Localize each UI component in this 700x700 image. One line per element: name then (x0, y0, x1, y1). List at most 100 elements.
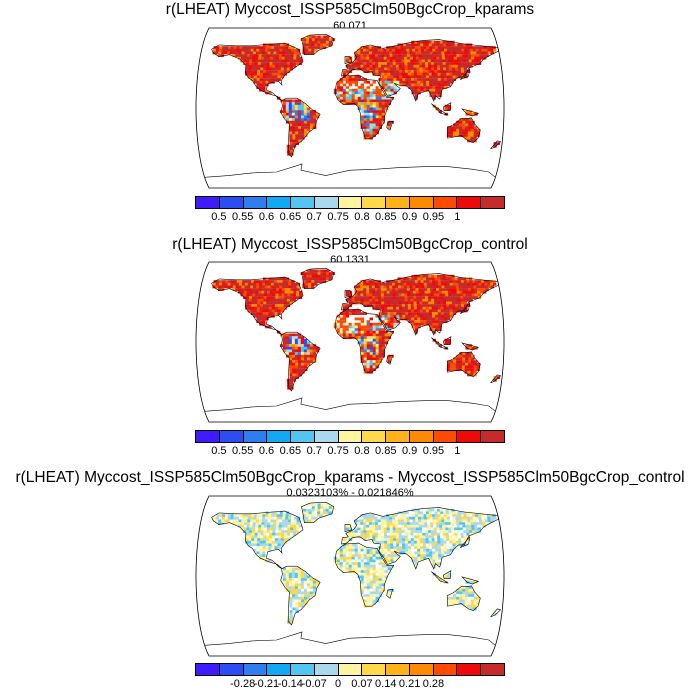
map-cell (413, 70, 418, 73)
map-cell (253, 312, 258, 315)
map-cell (452, 280, 456, 283)
map-cell (366, 54, 370, 57)
map-cell (451, 59, 455, 63)
map-cell (369, 88, 373, 92)
map-cell (259, 312, 263, 315)
map-cell (411, 554, 415, 557)
map-cell (442, 290, 446, 294)
map-cell (304, 596, 308, 600)
map-cell (381, 546, 385, 549)
map-cell (432, 572, 436, 576)
map-cell (253, 519, 257, 523)
map-cell (381, 535, 385, 539)
map-cell (366, 535, 370, 539)
map-cell (380, 288, 385, 291)
map-cell (393, 312, 397, 315)
map-cell (441, 320, 445, 323)
map-cell (259, 80, 263, 84)
map-cell (309, 118, 314, 121)
map-cell (437, 67, 441, 71)
map-cell (375, 306, 379, 310)
map-cell (455, 51, 460, 55)
map-cell (284, 54, 289, 57)
map-cell (471, 112, 475, 116)
map-cell (240, 290, 245, 294)
map-cell (336, 559, 341, 563)
map-cell (281, 56, 285, 60)
map-cell (387, 538, 391, 541)
map-cell (256, 86, 260, 89)
map-cell (345, 532, 350, 536)
map-cell (276, 519, 280, 523)
map-cell (348, 548, 353, 552)
map-cell (285, 567, 290, 571)
map-cell (285, 346, 290, 350)
map-cell (294, 349, 299, 353)
map-cell (446, 602, 451, 605)
map-cell (418, 522, 422, 525)
map-cell (418, 527, 423, 531)
map-cell (401, 304, 406, 307)
map-cell (288, 349, 293, 353)
map-cell (414, 96, 418, 100)
map-cell (387, 564, 391, 568)
map-cell (369, 126, 373, 129)
map-cell (292, 607, 296, 611)
map-cell (442, 62, 446, 65)
map-cell (245, 540, 249, 544)
map-cell (381, 107, 386, 111)
map-cell (300, 580, 305, 584)
map-cell (348, 551, 353, 555)
map-cell (464, 365, 469, 369)
map-cell (366, 532, 370, 536)
map-cell (292, 532, 297, 536)
map-cell (288, 115, 293, 119)
map-cell (417, 46, 422, 49)
map-cell (366, 320, 370, 323)
map-cell (458, 365, 463, 369)
map-cell (438, 556, 442, 560)
map-cell (372, 67, 376, 71)
map-cell (439, 64, 444, 68)
map-cell (278, 59, 282, 63)
map-cell (387, 567, 391, 571)
map-cell (289, 298, 294, 302)
map-cell (363, 333, 368, 337)
map-cell (290, 56, 294, 60)
map-cell (314, 35, 319, 39)
map-cell (266, 538, 270, 541)
map-cell (470, 285, 474, 289)
map-cell (254, 538, 258, 541)
map-cell (308, 274, 313, 278)
map-cell (383, 288, 387, 291)
map-cell (227, 51, 231, 55)
map-cell (378, 554, 382, 557)
map-cell (317, 272, 321, 275)
map-cell (363, 64, 367, 68)
map-cell (418, 48, 422, 52)
map-cell (456, 524, 461, 528)
map-cell (445, 298, 450, 302)
colorbar (195, 430, 505, 443)
map-cell (452, 70, 456, 73)
colorbar-tick-label: 0.75 (327, 211, 349, 223)
map-cell (253, 78, 258, 81)
map-cell (257, 64, 261, 68)
map-cell (386, 285, 390, 289)
map-cell (380, 519, 384, 523)
map-cell (253, 516, 257, 520)
map-cell (253, 314, 257, 318)
map-cell (351, 80, 356, 84)
map-cell (305, 46, 309, 49)
map-cell (455, 368, 460, 371)
map-cell (369, 112, 374, 116)
map-cell (375, 344, 380, 347)
map-cell (407, 62, 411, 65)
map-cell (309, 580, 314, 584)
map-cell (460, 298, 464, 302)
map-cell (295, 594, 299, 597)
map-cell (263, 67, 267, 71)
map-cell (446, 599, 451, 603)
coastline-nz (490, 608, 502, 618)
map-cell (300, 123, 305, 127)
